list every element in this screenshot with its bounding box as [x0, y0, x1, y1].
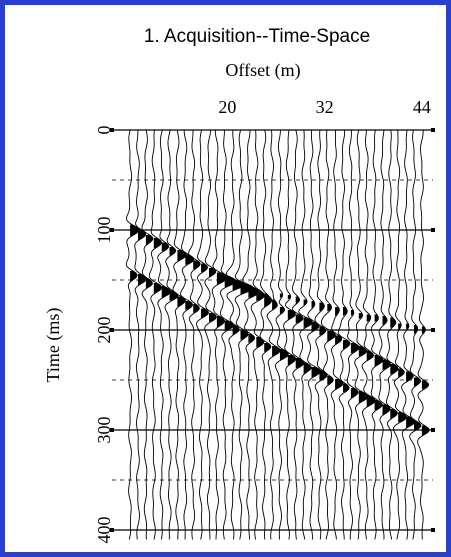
trace-33	[378, 130, 392, 540]
y-tick-label-100: 100	[94, 217, 114, 244]
trace-24	[307, 130, 321, 540]
trace-31	[361, 130, 376, 540]
trace-fill-38	[421, 326, 430, 436]
trace-fill-28	[343, 307, 350, 393]
trace-fill-18	[264, 293, 272, 352]
trace-19	[266, 130, 281, 540]
trace-8	[180, 129, 195, 540]
x-tick-label-20: 20	[218, 97, 236, 117]
seismic-plot: 1. Acquisition--Time-Space Offset (m) Ti…	[43, 26, 435, 544]
trace-fill-21	[287, 295, 296, 366]
trace-2	[134, 130, 147, 540]
trace-fill-27	[335, 307, 343, 390]
y-tick-mark-200	[110, 328, 114, 332]
trace-fill-1	[130, 224, 140, 282]
trace-26	[320, 129, 336, 540]
trace-fill-11	[209, 268, 217, 322]
trace-fill-23	[303, 299, 313, 375]
trace-11	[204, 130, 217, 540]
trace-4	[148, 129, 163, 540]
trace-fill-29	[350, 310, 360, 399]
x-tick-label-44: 44	[413, 97, 431, 117]
trace-29	[346, 129, 360, 540]
trace-fill-33	[382, 316, 391, 415]
trace-17	[250, 129, 265, 540]
trace-14	[225, 129, 245, 540]
y-tick-mark-right-300	[431, 428, 435, 432]
y-tick-mark-right-100	[431, 228, 435, 232]
trace-36	[401, 129, 416, 540]
y-tick-label-300: 300	[94, 417, 114, 444]
trace-23	[298, 129, 313, 540]
trace-fill-25	[319, 302, 328, 381]
trace-fill-31	[366, 314, 375, 408]
y-tick-mark-300	[110, 428, 114, 432]
trace-28	[337, 129, 351, 540]
trace-fill-22	[295, 296, 304, 369]
trace-fill-36	[406, 323, 415, 429]
y-tick-mark-right-400	[431, 528, 435, 532]
trace-6	[164, 129, 179, 540]
trace-fill-30	[358, 313, 368, 403]
trace-20	[274, 130, 289, 540]
trace-35	[393, 129, 407, 540]
trace-fill-35	[398, 323, 407, 423]
y-tick-label-200: 200	[94, 317, 114, 344]
x-ticks: 20 32 44	[218, 97, 431, 117]
trace-27	[330, 130, 344, 540]
trace-21	[283, 129, 297, 540]
traces	[125, 129, 430, 540]
trace-1	[125, 129, 140, 540]
y-ticks: 0 100 200 300 400	[94, 126, 435, 544]
y-tick-label-0: 0	[94, 126, 114, 135]
y-tick-mark-0	[110, 128, 114, 132]
y-tick-mark-right-200	[431, 328, 435, 332]
trace-38	[417, 129, 430, 540]
y-axis-label: Time (ms)	[43, 308, 64, 383]
chart-title: 1. Acquisition--Time-Space	[144, 26, 370, 47]
trace-5	[157, 129, 172, 540]
trace-37	[409, 129, 422, 540]
trace-13	[219, 130, 237, 540]
trace-16	[242, 129, 260, 540]
trace-fill-9	[193, 260, 201, 313]
trace-fill-20	[279, 293, 289, 361]
y-tick-mark-right-0	[431, 128, 435, 132]
trace-fill-19	[272, 299, 281, 357]
trace-30	[354, 129, 369, 540]
y-tick-mark-400	[110, 528, 114, 532]
trace-3	[141, 129, 154, 540]
trace-34	[385, 129, 399, 540]
trace-32	[370, 129, 384, 540]
x-axis-label: Offset (m)	[225, 60, 300, 81]
trace-18	[259, 129, 273, 540]
y-tick-mark-100	[110, 228, 114, 232]
trace-15	[234, 129, 254, 540]
x-tick-label-32: 32	[316, 97, 334, 117]
trace-22	[291, 129, 305, 540]
y-tick-label-400: 400	[94, 517, 114, 544]
trace-12	[211, 129, 228, 540]
trace-fill-32	[374, 314, 383, 411]
trace-7	[172, 129, 187, 540]
trace-25	[314, 129, 328, 540]
trace-fill-6	[169, 247, 178, 301]
trace-fill-34	[390, 317, 399, 420]
trace-fill-8	[185, 254, 194, 310]
trace-10	[196, 129, 209, 540]
trace-fill-26	[327, 304, 336, 385]
trace-9	[188, 130, 201, 540]
trace-fill-37	[414, 325, 421, 432]
